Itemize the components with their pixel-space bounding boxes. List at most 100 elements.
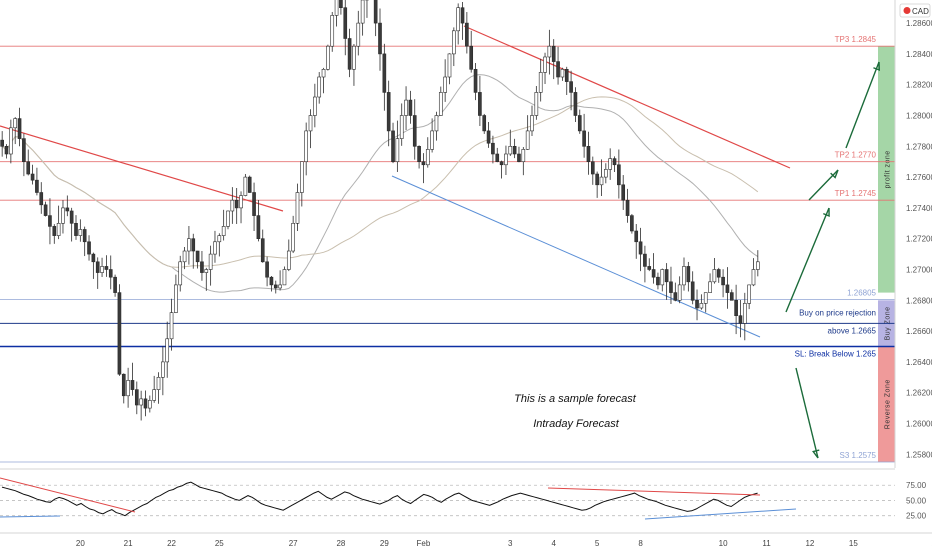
time-tick-label: 4	[551, 539, 556, 548]
canada-flag-icon	[903, 7, 911, 14]
price-tick-label: 1.27600	[906, 173, 932, 182]
time-tick-label: 15	[849, 539, 858, 548]
candle-body	[469, 45, 474, 70]
candle-body	[347, 38, 352, 70]
price-tick-label: 1.27200	[906, 235, 932, 244]
candle-body	[69, 210, 74, 224]
tp2-label: TP2 1.2770	[835, 151, 877, 160]
candle-body	[52, 226, 57, 236]
candle-body	[612, 158, 617, 166]
candle-body	[582, 130, 586, 147]
candle-body	[690, 281, 695, 301]
currency-badge-label: CAD	[912, 7, 929, 16]
candle-body	[577, 115, 582, 132]
candle-body	[221, 226, 226, 236]
candle-body	[556, 61, 560, 78]
candle-body	[708, 281, 712, 293]
candle-body	[460, 7, 465, 24]
candle-body	[495, 153, 500, 162]
candle-body	[530, 115, 534, 132]
candle-body	[100, 266, 104, 273]
candle-body	[13, 118, 18, 129]
candle-body	[595, 173, 599, 186]
candle-body	[382, 53, 387, 93]
rsi-line	[1, 481, 758, 517]
candle-body	[656, 276, 660, 286]
candle-body	[478, 92, 482, 116]
currency-badge[interactable]: CAD	[899, 3, 931, 18]
time-tick-label: 27	[289, 539, 298, 548]
candle-body	[430, 130, 434, 150]
candle-body	[117, 292, 122, 375]
candle-body	[273, 284, 278, 289]
arrow-to-tp1-head	[823, 207, 830, 218]
candle-body	[395, 138, 400, 163]
forecast-arrows	[785, 61, 881, 459]
candle-body	[651, 269, 656, 278]
candle-body	[339, 0, 343, 8]
buy-entry-label: Buy on price rejection	[799, 308, 876, 317]
reverse-zone	[878, 346, 895, 462]
candle-body	[699, 303, 704, 309]
candle-body	[352, 45, 356, 70]
candle-body	[734, 299, 738, 316]
candle-body	[91, 253, 96, 263]
candle-body	[195, 250, 200, 263]
time-tick-label: 22	[167, 539, 176, 548]
time-tick-label: 20	[76, 539, 85, 548]
candle-body	[304, 130, 308, 162]
candle-body	[647, 266, 652, 270]
price-tick-label: 1.27000	[906, 266, 932, 275]
price-axis: 1.28600 1.28400 1.28200 1.28000 1.27800 1.276…	[894, 0, 932, 468]
candle-body	[695, 299, 699, 309]
rsi-tick-label: 25.00	[906, 512, 927, 521]
candle-body	[265, 261, 269, 278]
candle-body	[621, 184, 626, 201]
candle-body	[247, 176, 252, 193]
candle-body	[35, 179, 39, 193]
candle-body	[643, 253, 647, 267]
candle-body	[425, 149, 430, 166]
candle-body	[703, 292, 708, 304]
candle-body	[139, 398, 143, 406]
candle-body	[252, 192, 256, 216]
candle-body	[326, 45, 330, 70]
time-tick-label: 29	[380, 539, 389, 548]
time-tick-label: Feb	[417, 539, 431, 548]
rsi-tick-label: 50.00	[906, 496, 927, 505]
candle-body	[499, 161, 504, 166]
candle-body	[187, 238, 191, 252]
candle-body	[56, 223, 61, 236]
candle-body	[525, 130, 530, 150]
candle-body	[239, 195, 243, 209]
time-tick-label: 25	[215, 539, 224, 548]
candle-body	[590, 161, 595, 175]
candle-body	[573, 92, 578, 116]
candle-body	[152, 389, 156, 401]
buy-entry-value-label: above 1.2665	[828, 326, 877, 335]
candle-body	[634, 230, 639, 243]
rsi-trendline-red-right	[547, 487, 761, 496]
candle-body	[504, 153, 508, 166]
candle-body	[61, 207, 65, 224]
price-tick-label: 1.28600	[906, 19, 932, 28]
price-tick-label: 1.28200	[906, 81, 932, 90]
candle-body	[78, 229, 83, 236]
annotations: This is a sample forecast Intraday Foreca…	[514, 393, 637, 430]
candle-body	[404, 99, 408, 116]
candle-body	[412, 115, 417, 147]
candle-body	[721, 276, 725, 286]
candle-body	[87, 241, 91, 255]
candle-body	[512, 146, 517, 155]
time-tick-label: 11	[762, 539, 771, 548]
candle-body	[317, 76, 322, 98]
stop-loss-label: SL: Break Below 1.265	[795, 350, 877, 359]
candle-body	[356, 22, 361, 47]
candle-body	[300, 161, 304, 193]
candle-body	[217, 235, 222, 243]
candle-body	[295, 192, 300, 224]
candle-body	[108, 269, 113, 278]
candle-body	[165, 338, 170, 363]
candle-body	[508, 146, 513, 155]
moving-averages	[1, 74, 759, 293]
